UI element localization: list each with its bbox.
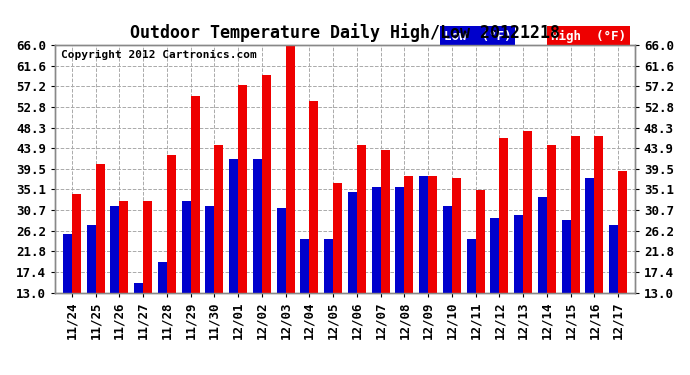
- Bar: [348, 192, 357, 292]
- Bar: [215, 146, 224, 292]
- Bar: [300, 239, 309, 292]
- Bar: [419, 176, 428, 292]
- Bar: [404, 176, 413, 292]
- Bar: [309, 101, 318, 292]
- Bar: [286, 45, 295, 292]
- Bar: [500, 138, 509, 292]
- Bar: [618, 171, 627, 292]
- Bar: [562, 220, 571, 292]
- Bar: [372, 188, 381, 292]
- Bar: [609, 225, 618, 292]
- Bar: [381, 150, 390, 292]
- Bar: [571, 136, 580, 292]
- Bar: [514, 216, 523, 292]
- Bar: [72, 194, 81, 292]
- Bar: [452, 178, 461, 292]
- Bar: [253, 159, 262, 292]
- Bar: [395, 188, 404, 292]
- Bar: [158, 262, 167, 292]
- Bar: [466, 239, 475, 292]
- Text: Copyright 2012 Cartronics.com: Copyright 2012 Cartronics.com: [61, 50, 257, 60]
- Bar: [324, 239, 333, 292]
- Bar: [594, 136, 604, 292]
- Bar: [262, 75, 271, 292]
- Bar: [96, 164, 105, 292]
- Bar: [119, 201, 128, 292]
- Bar: [86, 225, 96, 292]
- Bar: [190, 96, 199, 292]
- Text: High  (°F): High (°F): [551, 30, 626, 42]
- Bar: [443, 206, 452, 292]
- Bar: [357, 146, 366, 292]
- Bar: [547, 146, 556, 292]
- Bar: [134, 283, 143, 292]
- Bar: [181, 201, 190, 292]
- Bar: [277, 209, 286, 292]
- Bar: [229, 159, 238, 292]
- Bar: [63, 234, 72, 292]
- Bar: [428, 176, 437, 292]
- Bar: [238, 85, 247, 292]
- Bar: [206, 206, 215, 292]
- Text: Low  (°F): Low (°F): [444, 30, 511, 42]
- Bar: [110, 206, 119, 292]
- Bar: [585, 178, 594, 292]
- Title: Outdoor Temperature Daily High/Low 20121218: Outdoor Temperature Daily High/Low 20121…: [130, 23, 560, 42]
- Bar: [475, 190, 484, 292]
- Bar: [538, 197, 547, 292]
- Bar: [167, 155, 176, 292]
- Bar: [143, 201, 152, 292]
- Bar: [333, 183, 342, 292]
- Bar: [523, 131, 532, 292]
- Bar: [491, 218, 500, 292]
